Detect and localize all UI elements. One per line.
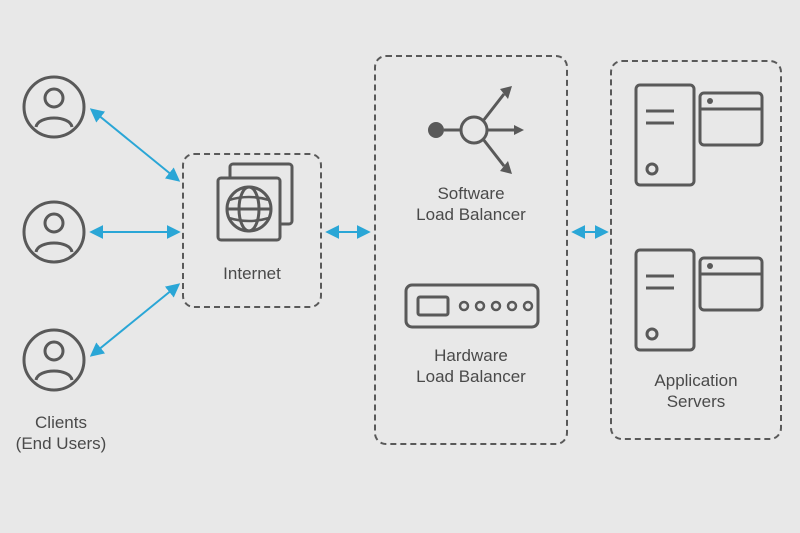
servers-label: Application Servers <box>610 370 782 413</box>
hardware-lb-label: Hardware Load Balancer <box>374 345 568 388</box>
client-icon <box>22 75 86 139</box>
server-icon <box>628 75 768 195</box>
software-lb-label: Software Load Balancer <box>374 183 568 226</box>
client-icon <box>22 328 86 392</box>
client-icon <box>22 200 86 264</box>
hardware-lb-icon <box>402 275 542 335</box>
internet-label: Internet <box>182 263 322 284</box>
software-lb-icon <box>418 74 528 178</box>
internet-icon <box>210 160 300 250</box>
clients-label: Clients (End Users) <box>6 412 116 455</box>
server-icon <box>628 240 768 360</box>
